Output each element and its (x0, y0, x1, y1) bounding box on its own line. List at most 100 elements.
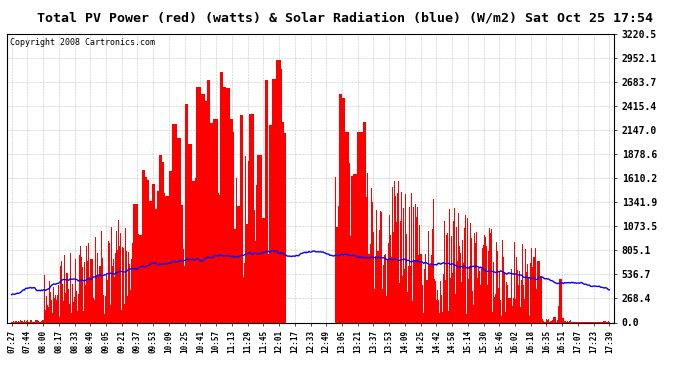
Bar (104, 314, 105, 322)
Bar (101, 231, 102, 322)
Bar (472, 291, 473, 322)
Bar (67, 273, 68, 322)
Bar (559, 279, 560, 322)
Bar (330, 88, 331, 322)
Bar (359, 132, 360, 322)
Bar (259, 154, 261, 322)
Bar (42, 320, 43, 322)
Bar (196, 87, 197, 322)
Bar (326, 182, 328, 322)
Bar (460, 253, 461, 322)
Bar (277, 60, 279, 322)
Bar (90, 259, 91, 322)
Bar (567, 321, 568, 322)
Bar (115, 253, 116, 322)
Bar (562, 318, 563, 322)
Bar (550, 321, 551, 322)
Bar (458, 213, 459, 322)
Bar (18, 321, 19, 322)
Bar (369, 254, 371, 322)
Bar (43, 320, 44, 322)
Bar (557, 320, 558, 322)
Bar (243, 277, 244, 322)
Bar (435, 281, 436, 322)
Bar (463, 263, 464, 322)
Bar (169, 171, 170, 322)
Bar (55, 296, 56, 322)
Bar (248, 114, 250, 322)
Bar (63, 301, 64, 322)
Bar (13, 321, 14, 322)
Bar (366, 196, 367, 322)
Bar (499, 272, 500, 322)
Bar (321, 98, 322, 322)
Bar (50, 291, 51, 322)
Bar (133, 204, 134, 322)
Bar (119, 246, 120, 322)
Bar (144, 170, 145, 322)
Bar (234, 229, 235, 322)
Bar (205, 101, 206, 322)
Bar (519, 271, 520, 322)
Bar (147, 180, 148, 322)
Bar (443, 274, 444, 322)
Bar (405, 194, 406, 322)
Bar (301, 157, 302, 322)
Bar (279, 60, 281, 322)
Bar (266, 80, 268, 322)
Bar (487, 285, 488, 322)
Bar (95, 237, 96, 322)
Bar (113, 259, 114, 322)
Bar (380, 211, 382, 322)
Bar (420, 254, 421, 322)
Bar (400, 221, 402, 322)
Bar (416, 217, 417, 322)
Bar (283, 122, 284, 322)
Bar (525, 249, 526, 322)
Bar (142, 170, 143, 322)
Bar (91, 259, 92, 322)
Bar (397, 193, 398, 322)
Bar (57, 295, 58, 322)
Bar (388, 243, 389, 322)
Bar (290, 48, 291, 322)
Bar (409, 207, 411, 322)
Bar (490, 233, 491, 322)
Bar (292, 100, 293, 322)
Bar (561, 279, 562, 322)
Bar (521, 280, 522, 322)
Bar (272, 79, 273, 322)
Bar (506, 282, 507, 322)
Bar (175, 124, 176, 322)
Bar (452, 273, 453, 322)
Bar (284, 133, 286, 322)
Bar (73, 302, 74, 322)
Bar (194, 181, 195, 322)
Bar (98, 276, 99, 322)
Bar (183, 249, 184, 322)
Bar (308, 179, 309, 322)
Bar (528, 278, 529, 322)
Bar (313, 87, 315, 322)
Bar (495, 294, 496, 322)
Bar (502, 240, 503, 322)
Bar (92, 259, 93, 322)
Bar (455, 294, 456, 322)
Bar (377, 252, 378, 322)
Bar (185, 104, 186, 322)
Bar (534, 257, 535, 322)
Bar (608, 321, 609, 322)
Bar (436, 300, 437, 322)
Bar (344, 98, 346, 322)
Bar (110, 305, 111, 322)
Bar (429, 265, 430, 322)
Bar (124, 304, 125, 322)
Bar (261, 154, 262, 322)
Bar (442, 312, 443, 322)
Bar (256, 185, 257, 322)
Bar (129, 264, 130, 322)
Bar (481, 269, 482, 322)
Bar (227, 88, 228, 322)
Bar (151, 201, 152, 322)
Bar (449, 209, 450, 322)
